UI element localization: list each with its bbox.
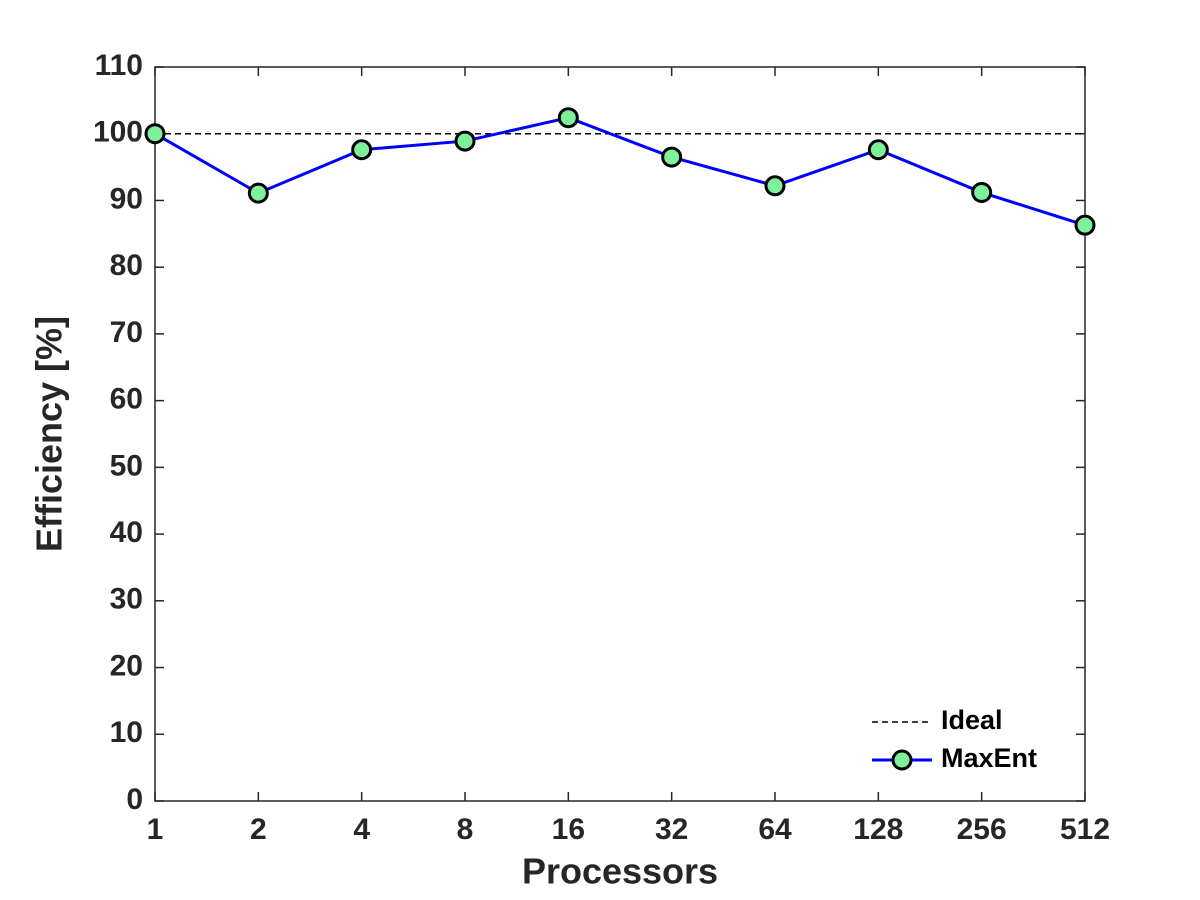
y-tick-label: 40 bbox=[110, 516, 143, 549]
series-line bbox=[154, 116, 1086, 227]
x-tick-label: 8 bbox=[457, 813, 474, 846]
y-tick-label: 10 bbox=[110, 716, 143, 749]
y-tick-label: 70 bbox=[110, 316, 143, 349]
x-tick-label: 512 bbox=[1060, 813, 1110, 846]
y-tick-label: 60 bbox=[110, 383, 143, 416]
data-point bbox=[454, 130, 476, 152]
data-point bbox=[247, 182, 269, 204]
x-tick-label: 16 bbox=[552, 813, 585, 846]
data-point bbox=[351, 139, 373, 161]
data-point bbox=[971, 181, 993, 203]
y-tick-label: 0 bbox=[126, 783, 143, 816]
x-axis-label: Processors bbox=[522, 851, 718, 892]
x-tick-label: 4 bbox=[353, 813, 370, 846]
x-tick-label: 64 bbox=[758, 813, 792, 846]
data-point bbox=[1074, 214, 1096, 236]
x-tick-label: 128 bbox=[853, 813, 903, 846]
y-tick-label: 50 bbox=[110, 449, 143, 482]
y-axis-label: Efficiency [%] bbox=[29, 316, 70, 552]
y-tick-label: 100 bbox=[93, 116, 143, 149]
plot-area bbox=[154, 66, 1086, 802]
y-tick-label: 20 bbox=[110, 649, 143, 682]
x-tick-label: 2 bbox=[250, 813, 267, 846]
legend-label: MaxEnt bbox=[941, 743, 1037, 773]
legend-label: Ideal bbox=[941, 705, 1003, 735]
legend-marker bbox=[891, 749, 913, 771]
data-point bbox=[144, 123, 166, 145]
y-tick-label: 90 bbox=[110, 182, 143, 215]
y-tick-label: 110 bbox=[95, 49, 143, 82]
x-tick-label: 256 bbox=[957, 813, 1007, 846]
data-point bbox=[661, 146, 683, 168]
data-point bbox=[867, 139, 889, 161]
x-tick-label: 32 bbox=[655, 813, 688, 846]
x-tick-label: 1 bbox=[147, 813, 164, 846]
data-point bbox=[557, 107, 579, 129]
y-tick-label: 80 bbox=[110, 249, 143, 282]
y-tick-label: 30 bbox=[110, 583, 143, 616]
data-point bbox=[764, 175, 786, 197]
